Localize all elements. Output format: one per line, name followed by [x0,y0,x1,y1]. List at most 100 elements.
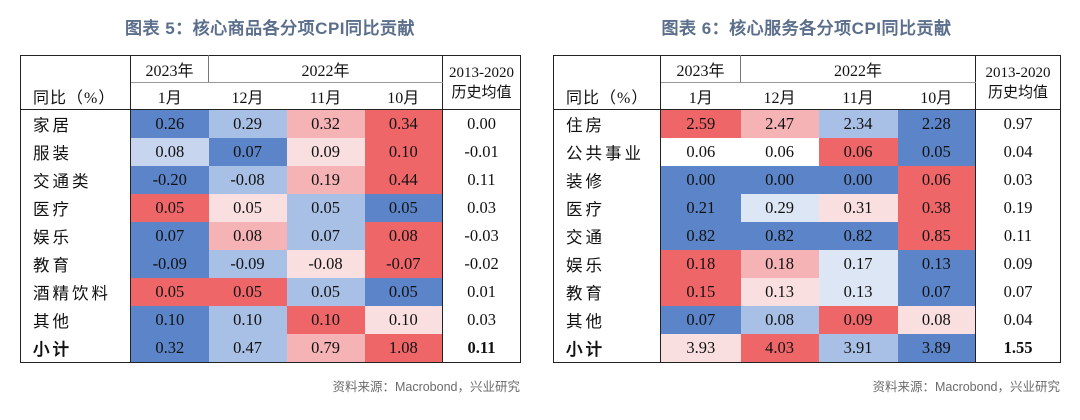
value-cell: 0.32 [286,109,365,138]
value-cell: 0.07 [897,278,976,306]
header-hist-label: 历史均值 [988,84,1049,101]
hist-avg-cell: 0.03 [975,166,1061,194]
panel-services: 图表 6：核心服务各分项CPI同比贡献 2023年 2022年 2013-202… [553,0,1062,420]
hist-avg-cell: 0.11 [442,166,521,194]
value-cell: -0.09 [208,250,287,278]
value-cell: 0.06 [660,138,741,166]
value-cell: 0.05 [130,194,209,222]
row-label: 医疗 [20,194,131,222]
row-label: 其他 [20,306,131,334]
table-row: 小计 0.32 0.47 0.79 1.08 0.11 [20,334,521,363]
value-cell: 4.03 [740,334,819,363]
table-body: 住房 2.59 2.47 2.34 2.28 0.97 公共事业 0.06 0.06 0.06 0.… [553,109,1061,363]
value-cell: 0.13 [818,278,898,306]
header-row-months: 同比（%） 1月 12月 11月 10月 [553,82,1061,110]
value-cell: 2.47 [740,109,819,138]
value-cell: 3.89 [897,334,976,363]
table-row: 娱乐 0.07 0.08 0.07 0.08 -0.03 [20,222,521,250]
table-services: 2023年 2022年 2013-2020 历史均值 同比（%） 1月 12月 … [553,55,1062,363]
value-cell: 0.00 [818,166,898,194]
value-cell: -0.08 [208,166,287,194]
header-row-years: 2023年 2022年 2013-2020 历史均值 [20,55,521,110]
table-row: 酒精饮料 0.05 0.05 0.05 0.05 0.01 [20,278,521,306]
hist-avg-cell: 0.03 [442,194,521,222]
table-row: 住房 2.59 2.47 2.34 2.28 0.97 [553,109,1061,138]
value-cell: -0.20 [130,166,209,194]
value-cell: 0.31 [818,194,898,222]
header-month: 1月 [660,82,741,110]
hist-avg-cell: -0.03 [442,222,521,250]
value-cell: 0.06 [740,138,819,166]
value-cell: 0.09 [286,138,365,166]
hist-avg-cell: -0.01 [442,138,521,166]
header-month: 11月 [286,82,365,110]
value-cell: 0.05 [286,278,365,306]
header-corner [553,55,661,83]
hist-avg-cell: 0.97 [975,109,1061,138]
value-cell: 0.06 [818,138,898,166]
table-row: 其他 0.07 0.08 0.09 0.08 0.04 [553,306,1061,334]
hist-avg-cell: 0.11 [975,222,1061,250]
hist-avg-cell: 0.01 [442,278,521,306]
table-row: 教育 -0.09 -0.09 -0.08 -0.07 -0.02 [20,250,521,278]
hist-avg-cell: 0.04 [975,306,1061,334]
value-cell: 0.26 [130,109,209,138]
value-cell: 0.05 [897,138,976,166]
value-cell: 2.34 [818,109,898,138]
header-month: 12月 [740,82,819,110]
header-year-2023: 2023年 [130,55,209,83]
table-body: 家居 0.26 0.29 0.32 0.34 0.00 服装 0.08 0.07 0.09 0.10… [20,109,521,363]
value-cell: 0.10 [286,306,365,334]
panel-goods: 图表 5：核心商品各分项CPI同比贡献 2023年 2022年 2013-202… [20,0,522,420]
header-hist-period: 2013-2020 [985,64,1051,81]
table-row: 医疗 0.05 0.05 0.05 0.05 0.03 [20,194,521,222]
table-row: 小计 3.93 4.03 3.91 3.89 1.55 [553,334,1061,363]
value-cell: 0.18 [660,250,741,278]
row-label: 交通 [553,222,661,250]
value-cell: 0.00 [740,166,819,194]
row-label: 教育 [20,250,131,278]
value-cell: -0.07 [364,250,443,278]
row-label: 医疗 [553,194,661,222]
value-cell: 0.13 [740,278,819,306]
value-cell: 0.29 [740,194,819,222]
table-row: 教育 0.15 0.13 0.13 0.07 0.07 [553,278,1061,306]
value-cell: 0.38 [897,194,976,222]
value-cell: 0.15 [660,278,741,306]
header-label: 同比（%） [553,82,661,110]
value-cell: 0.21 [660,194,741,222]
hist-avg-cell: 0.00 [442,109,521,138]
row-label: 教育 [553,278,661,306]
table-row: 交通类 -0.20 -0.08 0.19 0.44 0.11 [20,166,521,194]
value-cell: 0.06 [897,166,976,194]
value-cell: 0.08 [740,306,819,334]
row-label: 酒精饮料 [20,278,131,306]
value-cell: 0.85 [897,222,976,250]
header-month: 11月 [818,82,898,110]
table-goods: 2023年 2022年 2013-2020 历史均值 同比（%） 1月 12月 … [20,55,522,363]
value-cell: 2.28 [897,109,976,138]
value-cell: 0.08 [897,306,976,334]
value-cell: 0.05 [130,278,209,306]
value-cell: 0.10 [364,138,443,166]
value-cell: 0.05 [208,194,287,222]
header-hist: 2013-2020 历史均值 [442,55,521,110]
value-cell: 0.32 [130,334,209,363]
header-hist: 2013-2020 历史均值 [975,55,1061,110]
header-year-2022: 2022年 [740,55,976,83]
value-cell: 3.93 [660,334,741,363]
value-cell: 0.17 [818,250,898,278]
value-cell: 1.08 [364,334,443,363]
hist-avg-cell: 0.07 [975,278,1061,306]
value-cell: 0.07 [660,306,741,334]
value-cell: 0.05 [286,194,365,222]
value-cell: 0.10 [130,306,209,334]
row-label: 娱乐 [553,250,661,278]
table-row: 家居 0.26 0.29 0.32 0.34 0.00 [20,109,521,138]
value-cell: 0.82 [660,222,741,250]
hist-avg-cell: 0.04 [975,138,1061,166]
hist-avg-cell: -0.02 [442,250,521,278]
table-row: 其他 0.10 0.10 0.10 0.10 0.03 [20,306,521,334]
header-month: 10月 [897,82,976,110]
value-cell: 0.44 [364,166,443,194]
